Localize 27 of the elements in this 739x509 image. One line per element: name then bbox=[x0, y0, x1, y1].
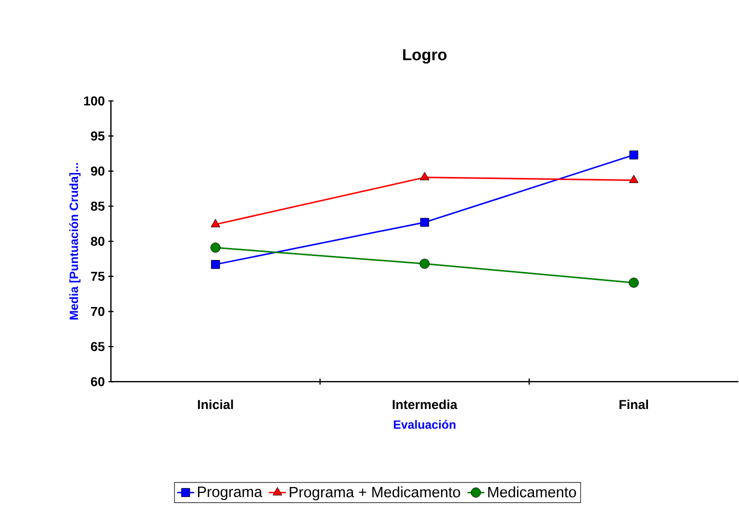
y-tick-label: 100 bbox=[84, 96, 104, 106]
point bbox=[420, 172, 430, 180]
y-tick-label: 80 bbox=[90, 236, 104, 246]
legend-label: Programa + Medicamento bbox=[290, 486, 460, 501]
x-axis-title: Evaluación bbox=[394, 420, 456, 430]
y-tick-label: 85 bbox=[90, 202, 105, 211]
x-tick-label: Inicial bbox=[198, 400, 233, 410]
y-tick-label: 70 bbox=[91, 307, 104, 316]
point bbox=[211, 260, 220, 270]
y-axis-title: Media [Puntuación Cruda]... bbox=[69, 163, 80, 320]
y-tick-label: 65 bbox=[90, 342, 105, 352]
y-tick-label: 95 bbox=[90, 132, 105, 141]
x-tick-label: Final bbox=[620, 400, 648, 410]
legend-label: Programa bbox=[198, 486, 262, 500]
point bbox=[629, 175, 639, 184]
y-tick-label: 75 bbox=[91, 272, 105, 282]
x-tick-label: Intermedia bbox=[392, 400, 458, 410]
point bbox=[420, 258, 430, 269]
point bbox=[628, 278, 639, 288]
chart-title: Logro bbox=[403, 49, 447, 64]
point bbox=[210, 219, 220, 228]
y-tick-label: 60 bbox=[90, 377, 104, 386]
point bbox=[210, 242, 221, 253]
legend-label: Medicamento bbox=[488, 486, 576, 498]
y-tick-label: 90 bbox=[90, 166, 104, 176]
point bbox=[629, 150, 638, 160]
point bbox=[420, 218, 430, 227]
